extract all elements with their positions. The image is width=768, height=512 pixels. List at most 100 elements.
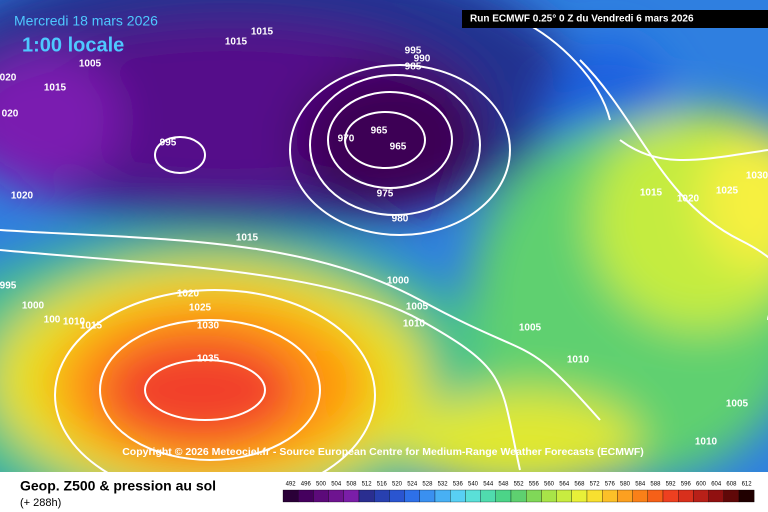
isobar-label: 985: [405, 62, 422, 73]
colorbar: 492 496 500 504 508 512 516 520 524 528 532 536 540 5…: [282, 482, 755, 503]
colorbar-cell: [298, 489, 314, 503]
isobar-label: 1030: [746, 171, 768, 182]
isobar-label: 1035: [197, 354, 220, 365]
colorbar-cell: [693, 489, 709, 503]
run-box: [462, 10, 768, 28]
copyright: Copyright © 2026 Meteociel.fr - Source E…: [122, 446, 644, 458]
colorbar-label: 600: [696, 482, 707, 488]
isobar-label: 1020: [677, 194, 700, 205]
colorbar-cell: [495, 489, 512, 503]
colorbar-label: 556: [529, 482, 540, 488]
isobar-label: 1005: [519, 323, 542, 334]
isobar-label: 1005: [406, 302, 429, 313]
colorbar-label: 564: [559, 482, 570, 488]
isobar-label: 995: [405, 46, 422, 57]
colorbar-label: 612: [742, 482, 753, 488]
colorbar-label: 504: [331, 482, 342, 488]
isobar-label: 100: [44, 315, 61, 326]
colorbar-label: 508: [346, 482, 357, 488]
isobar-label: 1015: [225, 37, 248, 48]
isobar-label: 990: [414, 54, 431, 65]
colorbar-cell: [313, 489, 329, 503]
isobar-label: 1000: [387, 276, 410, 287]
colorbar-label: 520: [392, 482, 403, 488]
colorbar-cell: [480, 489, 496, 503]
isobar-label: 1010: [567, 355, 590, 366]
colorbar-cell: [404, 489, 420, 503]
colorbar-label: 596: [681, 482, 692, 488]
colorbar-label: 572: [590, 482, 601, 488]
title: Mercredi 18 mars 2026: [14, 13, 158, 29]
colorbar-label: 568: [574, 482, 585, 488]
isobar-label: 1015: [251, 27, 274, 38]
colorbar-cell: [389, 489, 405, 503]
isobar-label: 1015: [640, 188, 663, 199]
colorbar-label: 528: [422, 482, 433, 488]
isobar-label: 970: [338, 134, 355, 145]
colorbar-cell: [510, 489, 527, 503]
colorbar-cell: [662, 489, 679, 503]
isobar-label: 975: [377, 189, 394, 200]
isobar-label: 995: [160, 138, 177, 149]
colorbar-cell: [374, 489, 390, 503]
isobar-label: 1025: [189, 303, 212, 314]
colorbar-cell: [602, 489, 618, 503]
isobar-label: 965: [371, 126, 388, 137]
isobar-label: 965: [390, 142, 407, 153]
isobar-label: 995: [0, 281, 17, 292]
colorbar-label: 532: [438, 482, 449, 488]
colorbar-cell: [723, 489, 740, 503]
isobar-label: 1005: [726, 399, 749, 410]
colorbar-label: 560: [544, 482, 555, 488]
run-label: Run ECMWF 0.25° 0 Z du Vendredi 6 mars 2…: [470, 14, 694, 25]
colorbar-label: 584: [635, 482, 646, 488]
isobar-label: 1010: [63, 317, 86, 328]
colorbar-cell: [586, 489, 603, 503]
isobar-label: 1020: [177, 289, 200, 300]
colorbar-cell: [358, 489, 375, 503]
colorbar-label: 548: [498, 482, 509, 488]
isobar-label: 1030: [197, 321, 220, 332]
colorbar-label: 580: [620, 482, 631, 488]
colorbar-cell: [328, 489, 344, 503]
colorbar-label: 544: [483, 482, 494, 488]
colorbar-label: 500: [316, 482, 327, 488]
isobar-label: 020: [2, 109, 19, 120]
isobar-labels: 1015101510050201015020995102099599098597…: [0, 27, 768, 448]
colorbar-label: 540: [468, 482, 479, 488]
local-time: 1:00 locale: [22, 34, 124, 56]
colorbar-cell: [434, 489, 451, 503]
colorbar-label: 516: [377, 482, 388, 488]
colorbar-cell: [647, 489, 664, 503]
colorbar-label: 588: [650, 482, 661, 488]
footer-title: Geop. Z500 & pression au sol: [20, 478, 216, 494]
colorbar-label: 552: [514, 482, 525, 488]
colorbar-cell: [678, 489, 694, 503]
isobar-label: 1010: [695, 437, 718, 448]
isobar-label: 1015: [80, 321, 103, 332]
colorbar-cell: [419, 489, 436, 503]
colorbar-cell: [450, 489, 466, 503]
isobar-label: 1025: [716, 186, 739, 197]
isobar-label: 1005: [79, 59, 102, 70]
colorbar-cell: [465, 489, 481, 503]
footer-lead: (+ 288h): [20, 497, 61, 509]
colorbar-label: 608: [726, 482, 737, 488]
colorbar-label: 604: [711, 482, 722, 488]
colorbar-cell: [632, 489, 648, 503]
colorbar-cell: [571, 489, 588, 503]
isobar-label: 1010: [403, 319, 426, 330]
colorbar-cell: [708, 489, 724, 503]
colorbar-label: 592: [666, 482, 677, 488]
isobar-label: 020: [0, 73, 17, 84]
isobar-label: 1020: [11, 191, 34, 202]
colorbar-cell: [526, 489, 542, 503]
colorbar-cell: [617, 489, 633, 503]
isobar-label: 1000: [22, 301, 45, 312]
isobar-label: 1015: [236, 233, 259, 244]
colorbar-label: 536: [453, 482, 464, 488]
colorbar-cell: [556, 489, 572, 503]
colorbar-cell: [282, 489, 299, 503]
